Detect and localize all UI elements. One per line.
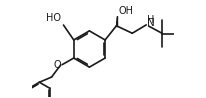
Text: N: N: [147, 18, 155, 28]
Text: H: H: [147, 15, 154, 25]
Text: O: O: [53, 60, 61, 70]
Text: HO: HO: [46, 13, 61, 23]
Text: OH: OH: [118, 5, 133, 15]
Polygon shape: [116, 16, 117, 26]
